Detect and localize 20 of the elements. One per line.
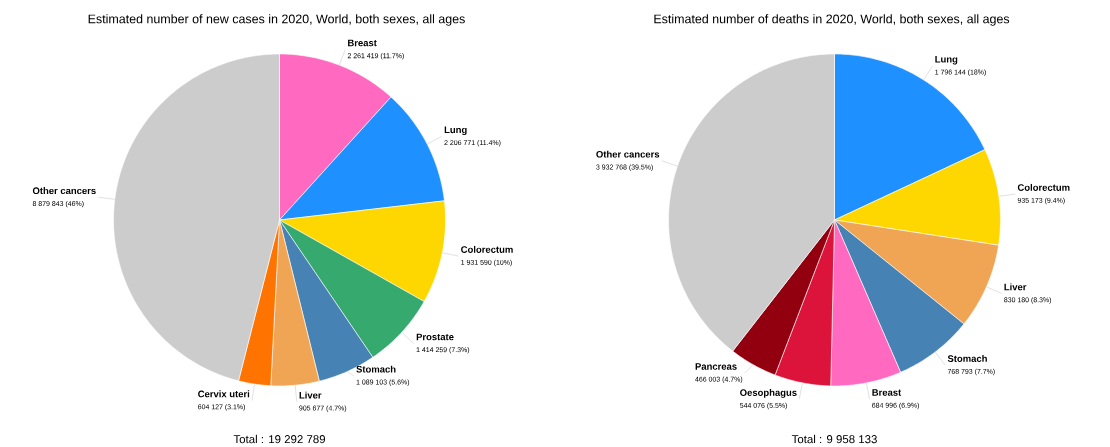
slice-label: Colorectum bbox=[1017, 183, 1070, 191]
slice-label: Stomach bbox=[947, 355, 987, 362]
slice-label: Lung bbox=[935, 55, 958, 65]
chart-title: Estimated number of new cases in 2020, World, both sexes, all ages bbox=[88, 14, 465, 26]
slice-label: Oesophagus bbox=[740, 389, 797, 398]
text: Total : 9 958 133 bbox=[791, 434, 877, 444]
slice-label: Other cancers bbox=[596, 150, 660, 158]
text: Total : 19 292 789 bbox=[233, 434, 326, 444]
slice-label: Cervix uteri bbox=[198, 390, 250, 398]
chart-title: Estimated number of deaths in 2020, World, both sexes, all ages bbox=[654, 14, 1010, 26]
slice-label: Breast bbox=[348, 39, 377, 47]
slice-label: Pancreas bbox=[695, 363, 737, 370]
slice-label: Lung bbox=[444, 126, 467, 136]
slice-label: Stomach bbox=[356, 365, 396, 373]
slice-label: Liver bbox=[299, 391, 322, 399]
slice-label: Prostate bbox=[416, 333, 454, 341]
slice-label: Other cancers bbox=[32, 187, 96, 195]
slice-label: Liver bbox=[1004, 283, 1027, 291]
slice-label: Breast bbox=[872, 389, 902, 396]
slice-label: Colorectum bbox=[461, 245, 513, 253]
